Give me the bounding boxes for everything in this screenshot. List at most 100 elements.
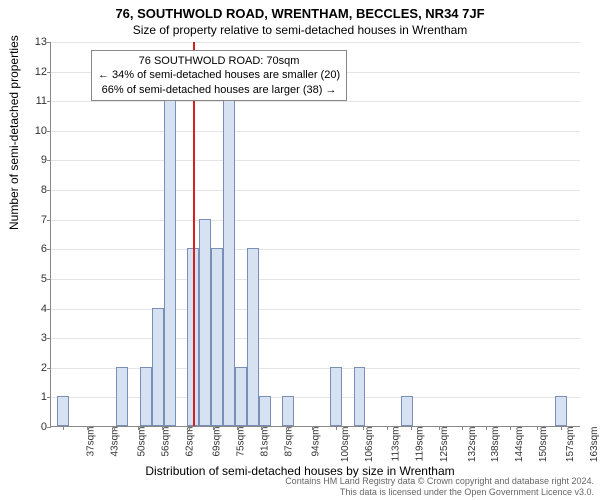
xtick-label: 157sqm	[566, 427, 577, 463]
ytick-label: 3	[23, 332, 47, 344]
xtick-mark	[261, 426, 262, 430]
xtick-label: 100sqm	[340, 427, 351, 463]
ytick-mark	[47, 249, 51, 250]
xtick-mark	[462, 426, 463, 430]
xtick-label: 87sqm	[283, 427, 294, 457]
xtick-mark	[63, 426, 64, 430]
xtick-mark	[439, 426, 440, 430]
ytick-mark	[47, 220, 51, 221]
xtick-label: 43sqm	[109, 427, 120, 457]
xtick-label: 150sqm	[538, 427, 549, 463]
footer-line2: This data is licensed under the Open Gov…	[285, 487, 594, 498]
ytick-label: 12	[23, 66, 47, 78]
ytick-mark	[47, 101, 51, 102]
xtick-mark	[486, 426, 487, 430]
xtick-mark	[288, 426, 289, 430]
ytick-mark	[47, 368, 51, 369]
xtick-mark	[537, 426, 538, 430]
xtick-label: 81sqm	[259, 427, 270, 457]
ytick-mark	[47, 397, 51, 398]
histogram-bar	[330, 367, 342, 426]
histogram-bar	[164, 100, 176, 426]
ytick-label: 0	[23, 421, 47, 433]
annotation-line1: 76 SOUTHWOLD ROAD: 70sqm	[98, 54, 340, 68]
ytick-mark	[47, 279, 51, 280]
histogram-bar	[354, 367, 366, 426]
histogram-bar	[555, 396, 567, 426]
chart-area: 01234567891011121337sqm43sqm50sqm56sqm62…	[50, 42, 580, 427]
ytick-label: 6	[23, 243, 47, 255]
histogram-bar	[199, 219, 211, 426]
ytick-label: 13	[23, 36, 47, 48]
annotation-line2: ← 34% of semi-detached houses are smalle…	[98, 68, 340, 82]
xtick-label: 94sqm	[311, 427, 322, 457]
xtick-mark	[189, 426, 190, 430]
ytick-label: 11	[23, 95, 47, 107]
gridline	[51, 338, 580, 339]
xtick-mark	[336, 426, 337, 430]
ytick-mark	[47, 42, 51, 43]
ytick-label: 9	[23, 154, 47, 166]
gridline	[51, 397, 580, 398]
ytick-mark	[47, 190, 51, 191]
annotation-box: 76 SOUTHWOLD ROAD: 70sqm← 34% of semi-de…	[91, 50, 347, 101]
gridline	[51, 101, 580, 102]
ytick-mark	[47, 160, 51, 161]
ytick-label: 2	[23, 362, 47, 374]
footer-credits: Contains HM Land Registry data © Crown c…	[285, 476, 594, 498]
xtick-label: 56sqm	[161, 427, 172, 457]
histogram-bar	[235, 367, 247, 426]
ytick-label: 5	[23, 273, 47, 285]
xtick-label: 119sqm	[415, 427, 426, 462]
ytick-label: 1	[23, 391, 47, 403]
xtick-mark	[162, 426, 163, 430]
y-axis-label: Number of semi-detached properties	[7, 35, 21, 230]
histogram-bar	[282, 396, 294, 426]
title-sub: Size of property relative to semi-detach…	[0, 21, 600, 37]
plot: 01234567891011121337sqm43sqm50sqm56sqm62…	[50, 42, 580, 427]
ytick-label: 8	[23, 184, 47, 196]
xtick-mark	[237, 426, 238, 430]
histogram-bar	[223, 100, 235, 426]
xtick-mark	[87, 426, 88, 430]
xtick-mark	[114, 426, 115, 430]
footer-line1: Contains HM Land Registry data © Crown c…	[285, 476, 594, 487]
histogram-bar	[259, 396, 271, 426]
xtick-label: 106sqm	[364, 427, 375, 463]
xtick-mark	[213, 426, 214, 430]
xtick-label: 132sqm	[467, 427, 478, 463]
xtick-label: 113sqm	[391, 427, 402, 462]
xtick-mark	[561, 426, 562, 430]
ytick-mark	[47, 131, 51, 132]
xtick-label: 69sqm	[212, 427, 223, 457]
gridline	[51, 220, 580, 221]
xtick-label: 50sqm	[137, 427, 148, 457]
xtick-label: 125sqm	[439, 427, 450, 463]
histogram-bar	[140, 367, 152, 426]
xtick-mark	[510, 426, 511, 430]
gridline	[51, 368, 580, 369]
xtick-label: 163sqm	[589, 427, 600, 463]
xtick-label: 75sqm	[236, 427, 247, 457]
xtick-label: 62sqm	[184, 427, 195, 457]
ytick-label: 4	[23, 303, 47, 315]
ytick-label: 10	[23, 125, 47, 137]
gridline	[51, 160, 580, 161]
gridline	[51, 249, 580, 250]
ytick-mark	[47, 72, 51, 73]
histogram-bar	[57, 396, 69, 426]
xtick-mark	[387, 426, 388, 430]
ytick-mark	[47, 427, 51, 428]
histogram-bar	[152, 308, 164, 426]
gridline	[51, 309, 580, 310]
histogram-bar	[116, 367, 128, 426]
histogram-bar	[211, 248, 223, 426]
title-main: 76, SOUTHWOLD ROAD, WRENTHAM, BECCLES, N…	[0, 0, 600, 21]
gridline	[51, 42, 580, 43]
xtick-mark	[138, 426, 139, 430]
gridline	[51, 190, 580, 191]
xtick-mark	[363, 426, 364, 430]
gridline	[51, 131, 580, 132]
xtick-mark	[312, 426, 313, 430]
gridline	[51, 279, 580, 280]
